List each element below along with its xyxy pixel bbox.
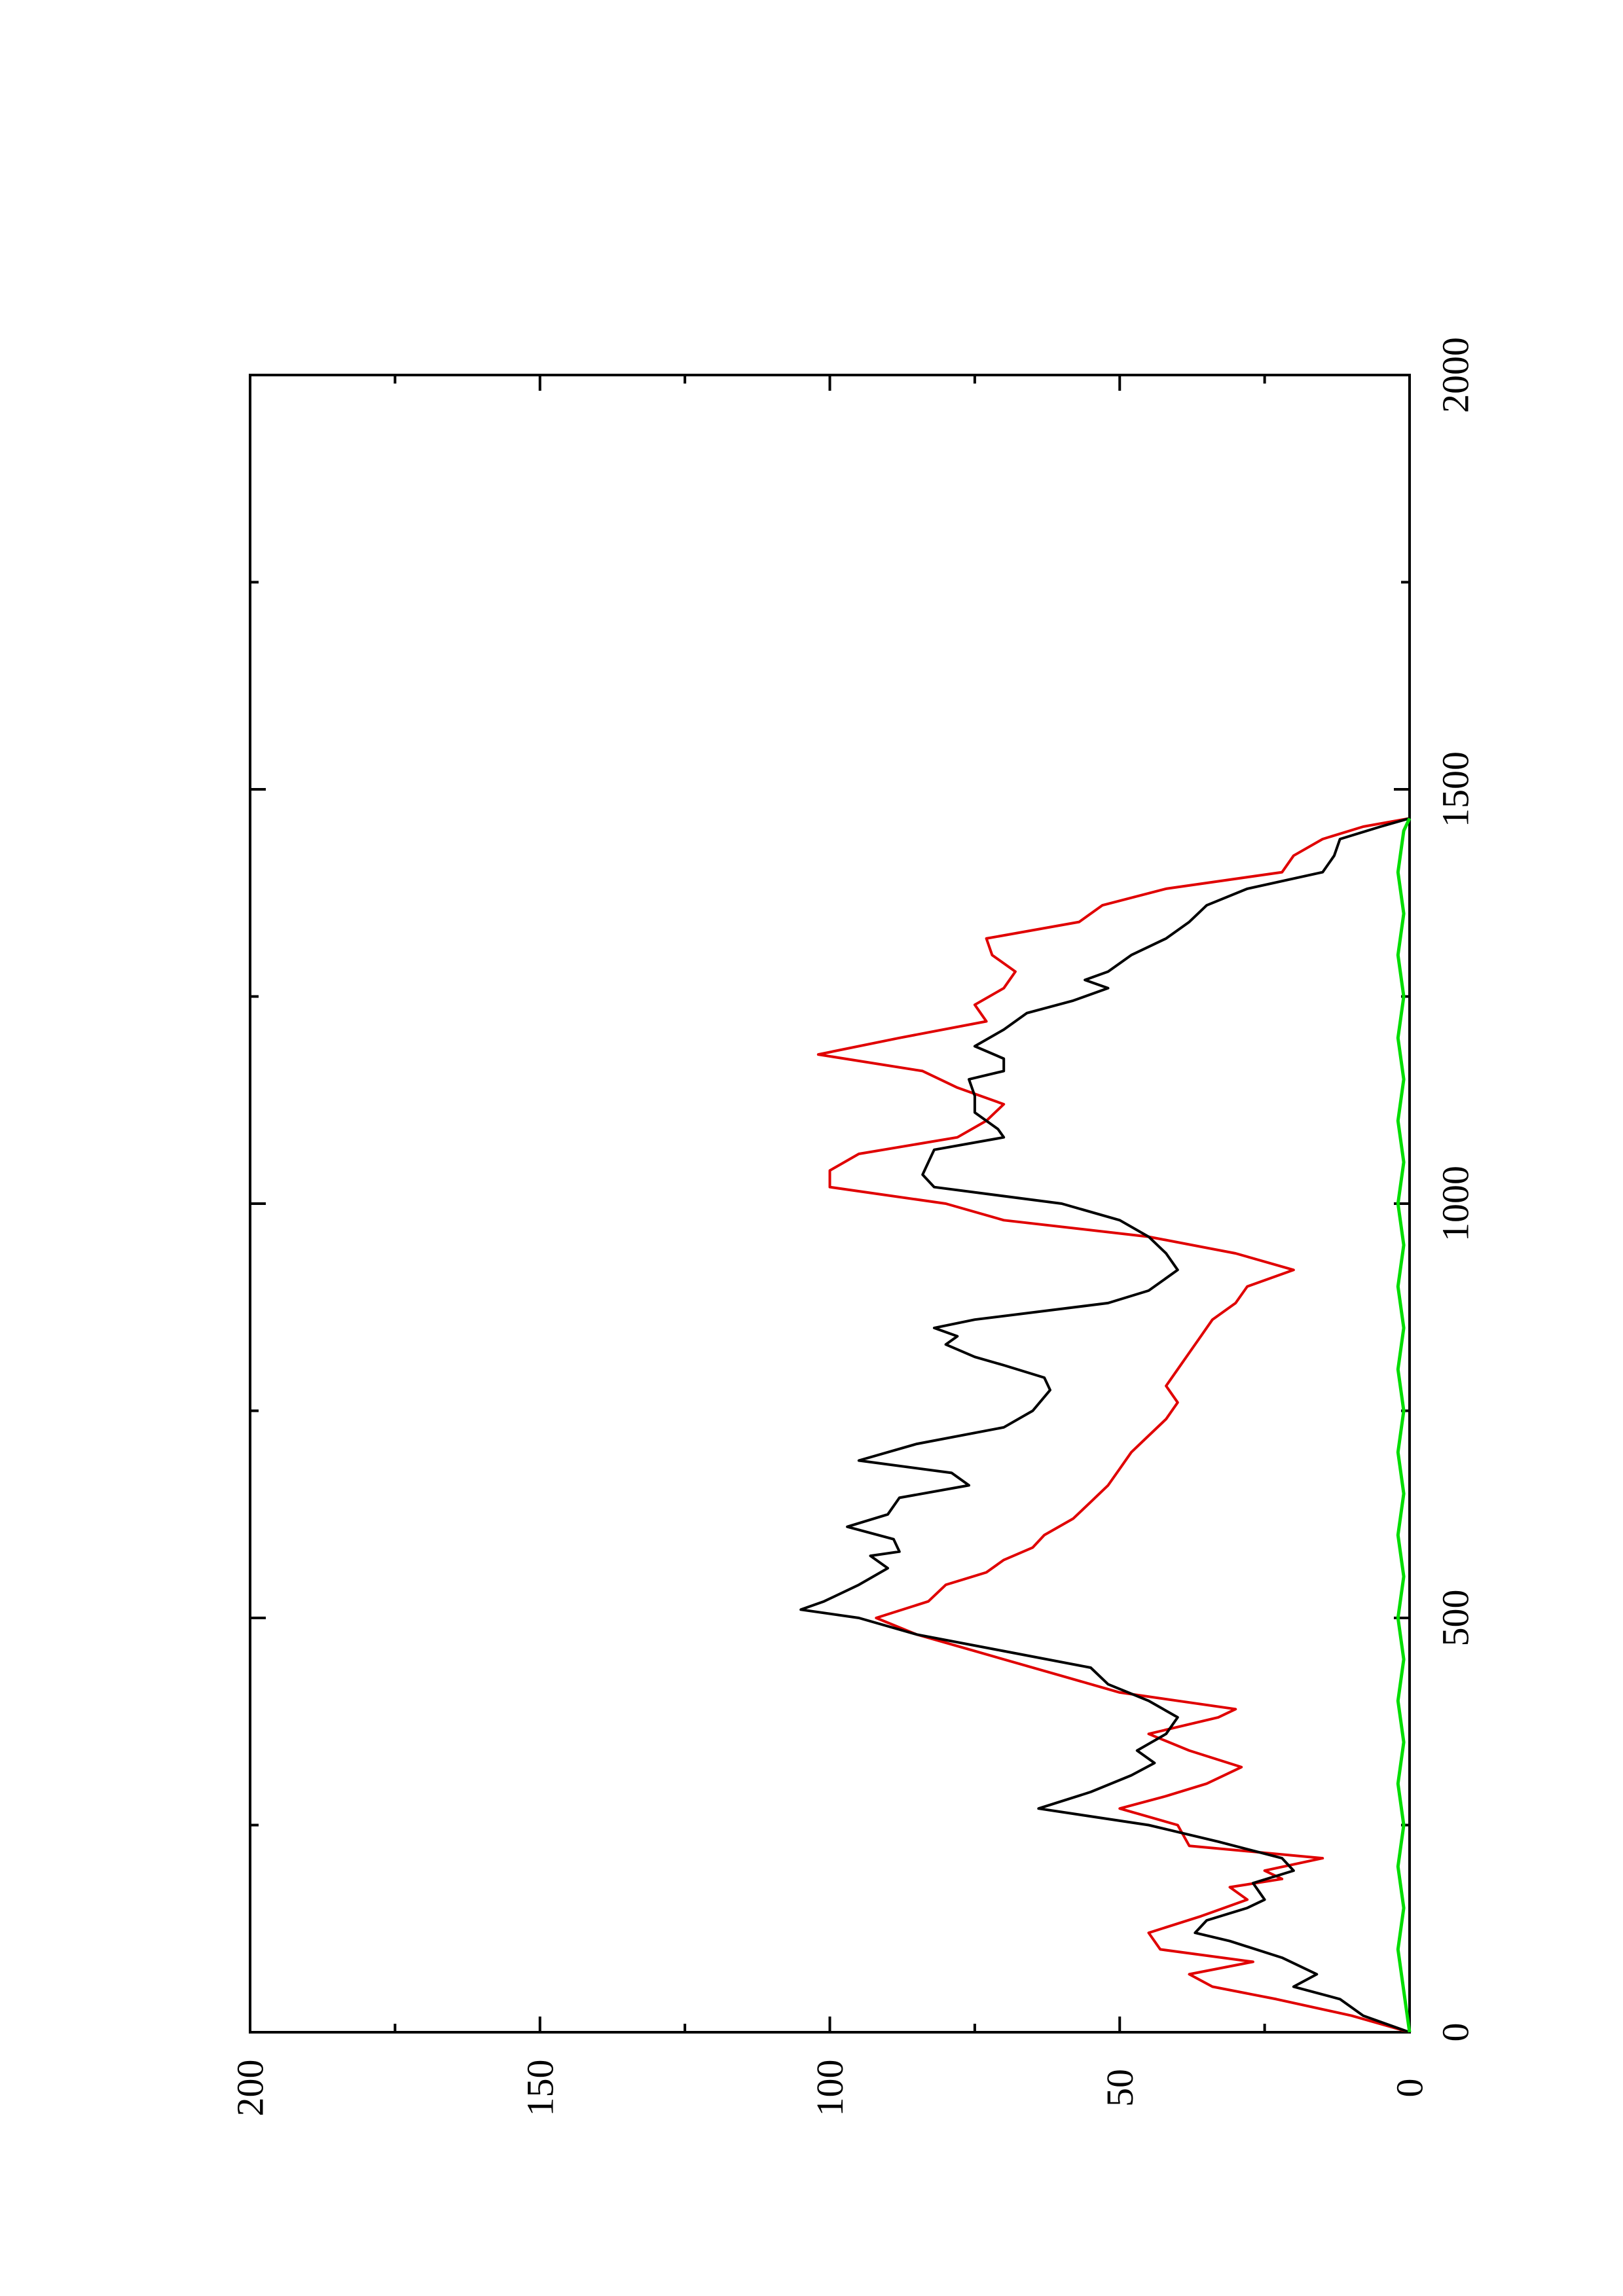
x-tick-label: 0 <box>1434 2023 1477 2042</box>
plot-frame <box>249 374 1411 2034</box>
series-line-black <box>799 817 1410 2034</box>
x-tick-label: 1500 <box>1434 751 1477 827</box>
tick-labels-layer: 0 500 1000 1500 2000 0 50 100 150 200 <box>229 337 1477 2117</box>
y-tick-label: 50 <box>1099 2069 1141 2107</box>
x-tick-label: 500 <box>1434 1590 1477 1647</box>
y-tick-label: 150 <box>519 2060 561 2117</box>
x-tick-label: 2000 <box>1434 337 1477 413</box>
x-tick-label: 1000 <box>1434 1166 1477 1242</box>
series-layer <box>799 817 1412 2034</box>
y-tick-label: 200 <box>229 2060 272 2117</box>
series-line-green <box>1396 817 1412 2033</box>
y-tick-label: 100 <box>809 2060 851 2117</box>
axes-layer <box>249 374 1411 2034</box>
y-tick-label: 0 <box>1389 2079 1431 2098</box>
series-line-red <box>816 817 1410 2034</box>
